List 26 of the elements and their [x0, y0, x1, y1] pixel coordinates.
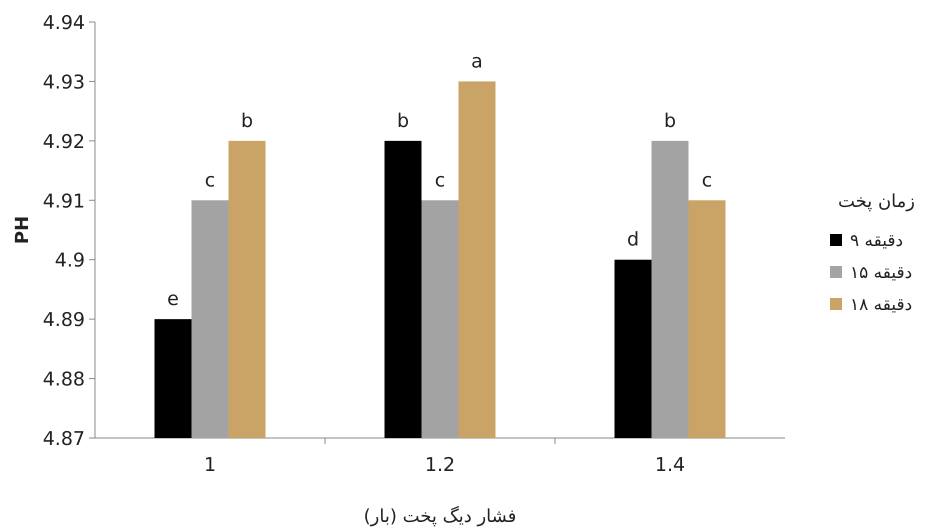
legend-title: زمان پخت — [838, 191, 915, 212]
y-tick-label: 4.93 — [42, 71, 85, 94]
data-label: d — [626, 228, 640, 251]
data-label: a — [471, 50, 483, 72]
data-label: b — [240, 110, 254, 132]
data-label: e — [167, 288, 179, 310]
x-tick-label: 1.4 — [654, 454, 686, 476]
y-axis-title: PH — [12, 216, 33, 244]
legend-label: ۹ دقیقه — [850, 231, 904, 251]
data-label: c — [204, 169, 216, 192]
x-tick-label: 1.2 — [424, 454, 456, 476]
y-tick-label: 4.94 — [42, 12, 85, 34]
legend-label: ۱۸ دقیقه — [850, 295, 912, 315]
y-tick-label: 4.87 — [42, 428, 85, 450]
y-tick-label: 4.9 — [54, 250, 85, 272]
data-label: c — [434, 169, 446, 192]
y-tick-label: 4.91 — [42, 190, 85, 212]
y-tick-label: 4.92 — [42, 130, 85, 153]
x-tick-label: 1 — [204, 454, 216, 476]
data-label: b — [664, 110, 676, 132]
legend-label: ۱۵ دقیقه — [850, 263, 912, 283]
x-axis-title: فشار دیگ پخت (بار) — [364, 505, 516, 527]
y-tick-label: 4.89 — [42, 309, 85, 332]
data-label: c — [702, 169, 712, 192]
y-tick-label: 4.88 — [42, 368, 85, 391]
data-label: b — [396, 110, 410, 132]
